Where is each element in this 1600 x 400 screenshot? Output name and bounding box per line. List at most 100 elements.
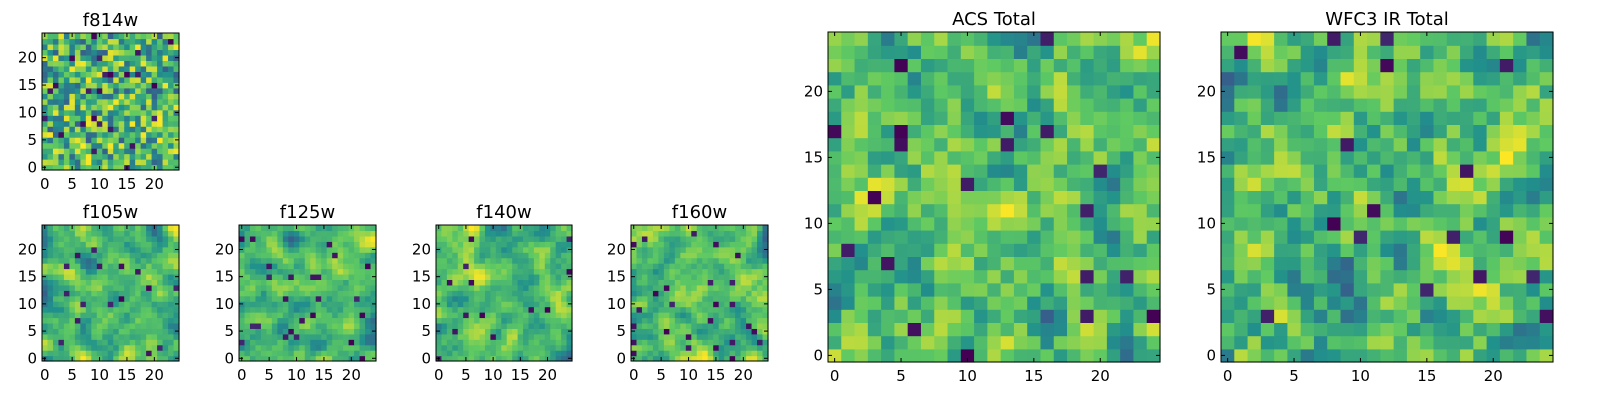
heatmap-cell (47, 98, 54, 105)
heatmap-cell (365, 230, 372, 237)
heatmap-cell (315, 230, 322, 237)
heatmap-cell (162, 322, 169, 329)
heatmap-cell (1093, 216, 1108, 231)
heatmap-cell (696, 252, 703, 259)
heatmap-cell (1080, 45, 1095, 59)
heatmap-cell (1146, 203, 1161, 218)
heatmap-cell (457, 257, 464, 264)
heatmap-cell (452, 235, 459, 242)
heatmap-cell (1247, 164, 1262, 178)
heatmap-cell (140, 301, 147, 308)
heatmap-cell (321, 284, 328, 291)
heatmap-cell (173, 235, 180, 242)
heatmap-cell (479, 322, 486, 329)
heatmap-cell (52, 339, 60, 346)
heatmap-cell (636, 339, 643, 346)
heatmap-cell (332, 290, 339, 297)
heatmap-cell (1313, 124, 1328, 139)
heatmap-cell (282, 312, 289, 319)
heatmap-cell (321, 350, 328, 357)
heatmap-cell (69, 153, 76, 160)
heatmap-cell (696, 317, 703, 324)
heatmap-cell (140, 93, 147, 100)
heatmap-cell (151, 43, 158, 51)
heatmap-cell (348, 241, 355, 248)
heatmap-cell (135, 49, 142, 56)
heatmap-cell (151, 159, 158, 166)
heatmap-cell (168, 322, 175, 329)
heatmap-cell (674, 355, 681, 362)
heatmap-cell (934, 111, 949, 125)
heatmap-cell (96, 142, 103, 149)
heatmap-cell (1106, 190, 1121, 205)
heatmap-cell (1287, 230, 1302, 244)
heatmap-cell (282, 263, 289, 270)
heatmap-cell (326, 290, 333, 297)
heatmap-cell (52, 65, 60, 72)
heatmap-cell (867, 269, 882, 284)
heatmap-cell (854, 164, 869, 178)
heatmap-cell (479, 230, 486, 237)
heatmap-cell (47, 87, 54, 94)
heatmap-cell (129, 295, 136, 302)
heatmap-cell (315, 235, 322, 242)
heatmap-cell (566, 279, 573, 286)
x-tick-label: 5 (67, 175, 77, 193)
heatmap-cell (337, 322, 344, 329)
heatmap-cell (533, 284, 540, 291)
heatmap-cell (854, 282, 869, 297)
heatmap-cell (441, 306, 448, 313)
heatmap-cell (69, 301, 76, 308)
heatmap-cell (288, 290, 295, 297)
heatmap-cell (463, 246, 470, 253)
heatmap-cell (1367, 309, 1381, 323)
heatmap-cell (343, 279, 350, 286)
heatmap-cell (151, 153, 158, 160)
heatmap-cell (113, 225, 120, 232)
heatmap-cell (69, 87, 76, 94)
heatmap-cell (474, 246, 481, 253)
heatmap-cell (501, 312, 508, 319)
heatmap-cell (168, 235, 175, 242)
heatmap-cell (1367, 98, 1381, 112)
heatmap-cell (539, 235, 546, 242)
heatmap-cell (1247, 190, 1262, 205)
heatmap-cell (523, 339, 530, 346)
heatmap-cell (321, 344, 328, 351)
heatmap-cell (63, 290, 70, 297)
heatmap-cell (550, 225, 557, 232)
heatmap-cell (479, 333, 486, 340)
heatmap-cell (669, 230, 676, 237)
heatmap-cell (724, 306, 731, 313)
heatmap-cell (641, 317, 649, 324)
heatmap-cell (47, 257, 54, 264)
heatmap-cell (260, 339, 267, 346)
heatmap-cell (1146, 32, 1161, 46)
heatmap-cell (1300, 111, 1315, 125)
heatmap-cell (544, 295, 551, 302)
heatmap-cell (1260, 269, 1275, 284)
heatmap-cell (359, 317, 366, 324)
heatmap-cell (282, 268, 289, 275)
heatmap-cell (80, 109, 87, 116)
heatmap-cell (271, 339, 278, 346)
heatmap-cell (266, 339, 273, 346)
heatmap-cell (162, 344, 169, 351)
heatmap-cell (1287, 111, 1302, 125)
heatmap-cell (118, 120, 125, 127)
heatmap-cell (146, 87, 153, 94)
heatmap-cell (867, 256, 882, 271)
heatmap-cell (162, 33, 169, 40)
heatmap-cell (762, 333, 769, 340)
heatmap-cell (1473, 111, 1488, 125)
heatmap-cell (441, 273, 448, 280)
heatmap-cell (1247, 309, 1262, 323)
heatmap-cell (1433, 71, 1448, 86)
heatmap-cell (266, 252, 273, 259)
heatmap-cell (658, 306, 665, 313)
heatmap-cell (58, 279, 65, 286)
heatmap-cell (69, 60, 76, 67)
heatmap-cell (636, 235, 643, 242)
heatmap-cell (544, 235, 551, 242)
heatmap-cell (702, 290, 709, 297)
